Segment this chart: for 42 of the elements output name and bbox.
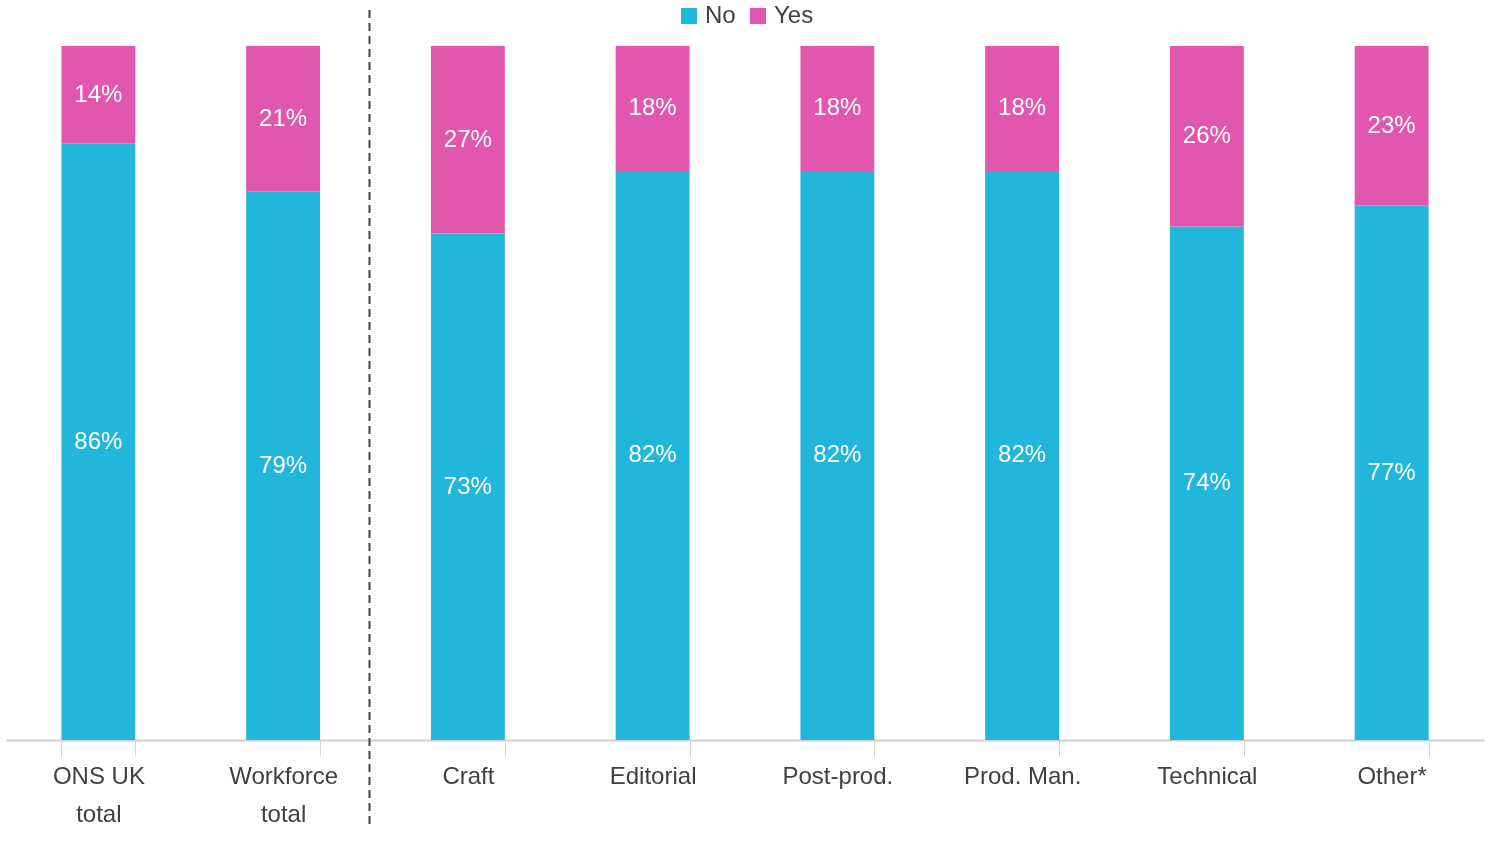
x-tick-label: Technical [1157, 761, 1258, 789]
bar [800, 170, 875, 740]
legend-label: No [705, 1, 736, 28]
data-label: 21% [259, 103, 308, 131]
bar [61, 46, 136, 144]
x-tick-label: Post-prod. [782, 761, 894, 789]
data-label: 26% [1182, 121, 1231, 149]
data-label: 18% [998, 93, 1047, 121]
data-label: 82% [998, 440, 1047, 468]
data-label: 79% [259, 450, 308, 478]
x-tick-label: Prod. Man. [963, 761, 1082, 789]
bar [985, 170, 1060, 740]
x-tick-label: Other* [1357, 761, 1427, 789]
bar [985, 46, 1060, 171]
bar [615, 46, 690, 171]
bar [615, 170, 690, 740]
x-tick-label: ONS UK total [52, 761, 145, 827]
x-tick-label: Craft [442, 761, 495, 789]
data-label: 73% [443, 471, 492, 499]
bar [430, 46, 505, 234]
data-label: 86% [74, 426, 123, 454]
x-tick-label: Workforce total [229, 761, 339, 827]
bar [1169, 226, 1244, 740]
data-label: 27% [443, 124, 492, 152]
bar [1354, 205, 1429, 740]
data-label: 74% [1182, 468, 1231, 496]
data-label: 82% [813, 440, 862, 468]
legend-label: Yes [774, 1, 814, 28]
data-label: 82% [628, 440, 677, 468]
bar [61, 143, 136, 740]
data-label: 18% [813, 93, 862, 121]
data-label: 77% [1367, 457, 1416, 485]
bar [246, 191, 321, 740]
data-label: 18% [628, 93, 677, 121]
bar [430, 233, 505, 740]
bar [800, 46, 875, 171]
bar [1169, 46, 1244, 227]
data-label: 14% [74, 79, 123, 107]
data-label: 23% [1367, 110, 1416, 138]
bar [246, 46, 321, 192]
x-tick-label: Editorial [609, 761, 697, 789]
bar [1354, 46, 1429, 206]
